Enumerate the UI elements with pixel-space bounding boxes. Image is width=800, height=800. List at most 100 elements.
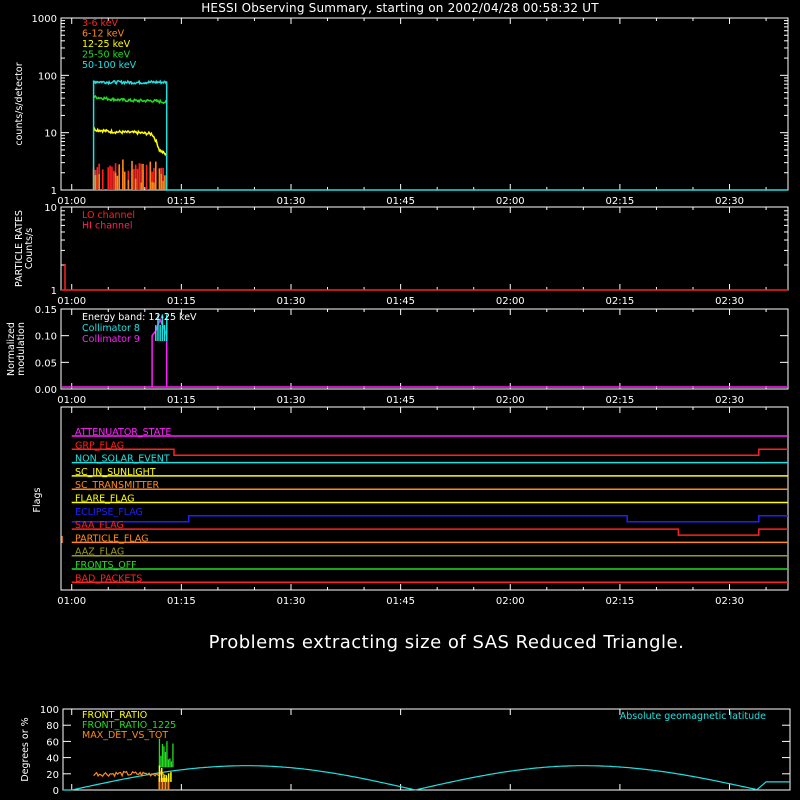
flag-flare-flag: FLARE_FLAG [71,494,788,505]
plot-frame [60,17,789,191]
legend-entry-hi-channel: HI channel [82,221,133,232]
y-tick-label: 0 [53,786,59,797]
legend-entry-front-ratio: FRONT_RATIO [82,710,147,721]
flag-label: SAA_FLAG [75,520,124,531]
flag-label: GRP_FLAG [75,440,124,451]
flag-label: SC_IN_SUNLIGHT [75,467,156,478]
y-tick-label: 0.00 [35,385,57,396]
legend-entry-absolute-geomagnetic-latitude: Absolute geomagnetic latitude [620,711,766,722]
flag-label: FLARE_FLAG [75,494,135,505]
y-tick-label: 1 [51,186,57,197]
error-message: Problems extracting size of SAS Reduced … [208,632,685,653]
flag-line [71,528,788,536]
x-tick-label: 02:15 [605,395,634,406]
y-tick-label: 10 [44,129,57,140]
x-tick-label: 01:00 [57,296,86,307]
x-tick-label: 02:00 [496,395,525,406]
x-tick-label: 02:15 [605,196,634,207]
legend-entry-25-50-kev: 25-50 keV [82,50,131,61]
y-tick-label: 80 [46,721,59,732]
legend-entry-collimator-8: Collimator 8 [82,323,140,334]
y-axis-label: Normalized [6,322,17,376]
legend-entry-50-100-kev: 50-100 keV [82,60,137,71]
series-6-12-kev [92,159,166,190]
series-front-ratio [158,765,172,782]
series-50-100-kev [92,79,788,191]
x-tick-label: 01:45 [386,596,415,607]
x-tick-label: 01:45 [386,196,415,207]
x-tick-label: 01:15 [167,296,196,307]
flag-label: ECLIPSE_FLAG [75,507,143,518]
plot-frame [60,308,789,390]
y-axis-label-2: modulation [16,322,27,376]
y-tick-label: 60 [46,737,59,748]
x-tick-label: 01:00 [57,395,86,406]
y-tick-label: 0.15 [35,305,57,316]
flag-eclipse-flag: ECLIPSE_FLAG [71,507,788,523]
legend-entry-3-6-kev: 3-6 keV [82,18,119,29]
flag-particle-flag: PARTICLE_FLAG [71,533,788,544]
series-25-50-kev [93,94,168,105]
flag-line [71,448,788,457]
flag-label: FRONTS_OFF [75,560,137,571]
flag-attenuator-state: ATTENUATOR_STATE [71,427,788,438]
data-line [92,126,168,157]
legend-entry-6-12-kev: 6-12 keV [82,29,125,40]
flags-panel: 01:00 01:15 01:30 01:45 02:00 02:15 02:30 Flags… [32,406,789,607]
series-12-25-kev [92,126,168,157]
flag-grp-flag: GRP_FLAG [71,440,788,457]
x-tick-label: 02:30 [715,596,744,607]
plot-frame [60,206,789,291]
data-line [92,79,788,191]
plot-frame [62,708,791,791]
y-tick-label: 40 [46,754,59,765]
flag-label: BAD_PACKETS [75,573,142,584]
x-tick-label: 02:15 [605,596,634,607]
y-tick-label: 0.05 [35,358,57,369]
x-tick-label: 01:15 [167,596,196,607]
x-tick-label: 01:45 [386,296,415,307]
legend-entry-lo-channel: LO channel [82,210,135,221]
y-tick-label: 1000 [32,14,57,25]
y-tick-label: 10 [44,203,57,214]
y-axis-label-units: Counts/s [24,228,35,269]
series-absolute-geomagnetic-latitude [63,765,790,791]
legend-entry-max-det-vs-tot: MAX_DET_VS_TOT [82,730,168,741]
series-front-ratio-1225 [158,738,174,768]
x-tick-label: 01:45 [386,395,415,406]
data-line [63,765,790,791]
y-tick-label: 100 [38,71,57,82]
flag-label: ATTENUATOR_STATE [75,427,171,438]
y-axis-label: Degrees or % [20,717,31,781]
x-tick-label: 01:30 [277,596,306,607]
series-lo-channel [61,264,788,291]
x-tick-label: 01:15 [167,395,196,406]
y-tick-label: 1 [51,286,57,297]
flag-bad-packets: BAD_PACKETS [71,573,788,584]
series-max-det-vs-tot [93,770,170,790]
plot-title: HESSI Observing Summary, starting on 200… [201,1,599,15]
y-axis-label: counts/s/detector [14,62,25,145]
flag-fronts-off: FRONTS_OFF [71,560,788,571]
y-axis-label: PARTICLE RATES [14,210,25,287]
plot-frame [60,406,789,591]
y-tick-label: 0.10 [35,332,57,343]
x-tick-label: 02:30 [715,196,744,207]
flag-label: PARTICLE_FLAG [75,533,148,544]
modulation-panel: 01:00 01:15 01:30 01:45 02:00 02:15 02:30 0.00 0… [6,305,789,406]
flag-label: NON_SOLAR_EVENT [75,454,170,465]
ratios-panel: 0 20 40 60 80 100 Degrees or % FRONT_RATIOFRONT… [20,705,791,797]
flag-non-solar-event: NON_SOLAR_EVENT [71,454,788,465]
x-tick-label: 01:30 [277,296,306,307]
x-tick-label: 02:00 [496,196,525,207]
energy-band-annotation: Energy band: 12-25 keV [82,312,197,323]
flag-saa-flag: SAA_FLAG [71,520,788,536]
x-tick-label: 02:00 [496,296,525,307]
x-tick-label: 01:30 [277,196,306,207]
legend-entry-front-ratio-1225: FRONT_RATIO_1225 [82,720,176,731]
x-tick-label: 02:00 [496,596,525,607]
x-tick-label: 01:00 [57,196,86,207]
flag-label: AAZ_FLAG [75,547,124,558]
